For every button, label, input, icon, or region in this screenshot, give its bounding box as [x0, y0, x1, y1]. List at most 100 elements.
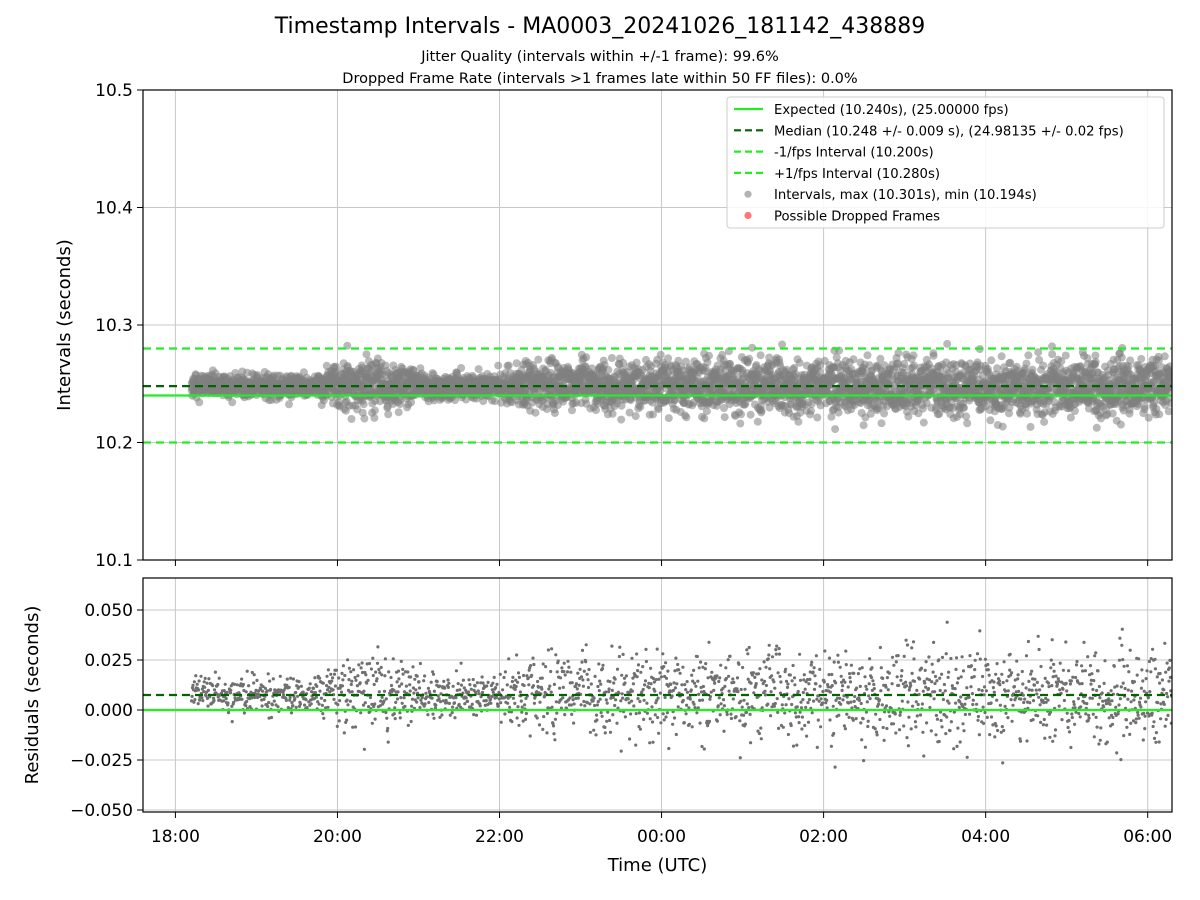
residual-point — [413, 677, 417, 681]
residual-point — [291, 677, 295, 681]
residual-point — [508, 705, 512, 709]
interval-point — [741, 399, 750, 408]
interval-point — [1040, 417, 1049, 426]
residual-point — [393, 717, 397, 721]
residual-point — [325, 674, 329, 678]
interval-point — [407, 398, 416, 407]
residual-point — [491, 690, 495, 694]
residual-point — [417, 686, 422, 690]
residual-point — [317, 702, 321, 706]
residual-point — [424, 691, 428, 695]
residual-point — [353, 675, 357, 680]
residual-point — [252, 681, 256, 685]
residual-point — [342, 731, 346, 735]
interval-point — [604, 365, 613, 374]
residual-point — [320, 703, 324, 708]
residual-point — [315, 684, 319, 689]
interval-point — [494, 361, 503, 370]
interval-point — [582, 353, 591, 362]
residual-point — [510, 720, 514, 724]
residual-point — [352, 668, 356, 672]
residual-point — [222, 699, 226, 703]
residual-point — [211, 684, 215, 688]
residual-point — [203, 685, 207, 689]
residual-point — [458, 688, 462, 692]
residual-point — [376, 645, 380, 649]
residual-point — [447, 701, 451, 706]
residual-point — [453, 716, 457, 720]
interval-point — [997, 352, 1006, 361]
interval-point — [1160, 352, 1169, 361]
interval-point — [1026, 422, 1035, 431]
residual-point — [294, 705, 298, 710]
residual-point — [373, 717, 377, 721]
residual-point — [213, 670, 217, 674]
interval-point — [370, 406, 379, 415]
residual-point — [430, 696, 434, 700]
residual-point — [416, 696, 420, 700]
residual-point — [341, 664, 345, 668]
interval-point — [592, 406, 600, 415]
residual-point — [531, 656, 535, 660]
interval-point — [1022, 359, 1031, 368]
residual-point — [511, 696, 515, 700]
residual-point — [252, 673, 256, 677]
residual-point — [338, 699, 342, 703]
residual-point — [516, 680, 520, 684]
residual-point — [484, 699, 488, 703]
residual-point — [389, 683, 394, 688]
interval-point — [1092, 423, 1101, 432]
residual-point — [498, 672, 502, 676]
interval-point — [654, 405, 663, 414]
residual-point — [532, 701, 537, 705]
residual-point — [471, 677, 475, 682]
residual-point — [467, 678, 471, 682]
interval-point — [794, 417, 803, 426]
interval-point — [778, 340, 787, 349]
residual-point — [440, 713, 444, 717]
residual-point — [288, 695, 292, 700]
residual-point — [340, 671, 344, 676]
residual-point — [197, 688, 201, 692]
residual-point — [245, 699, 249, 704]
residual-point — [386, 726, 390, 731]
residual-point — [531, 684, 536, 688]
residual-point — [438, 684, 442, 688]
residual-point — [536, 679, 540, 684]
interval-point — [1140, 402, 1149, 411]
residual-point — [322, 716, 326, 720]
interval-point — [935, 410, 944, 418]
residual-point — [337, 719, 341, 723]
residual-point — [304, 698, 308, 702]
residual-point — [486, 680, 490, 685]
residual-point — [351, 725, 355, 729]
residual-point — [523, 703, 527, 707]
residual-point — [379, 665, 383, 670]
interval-point — [370, 413, 379, 422]
residual-point — [529, 664, 533, 668]
interval-point — [859, 421, 868, 430]
residual-point — [348, 699, 352, 703]
residual-point — [386, 740, 390, 744]
interval-point — [720, 404, 728, 412]
residual-point — [494, 686, 498, 690]
residual-point — [216, 682, 220, 687]
interval-point — [617, 415, 626, 424]
interval-point — [1091, 357, 1100, 366]
residual-point — [447, 681, 451, 685]
residual-point — [260, 704, 264, 708]
residual-point — [375, 677, 379, 681]
interval-point — [607, 354, 616, 362]
residual-point — [469, 687, 473, 691]
residual-point — [233, 682, 237, 687]
residual-point — [395, 680, 399, 684]
residual-point — [195, 682, 199, 686]
residual-point — [380, 695, 384, 700]
residual-point — [217, 676, 221, 680]
residual-point — [200, 696, 204, 700]
interval-point — [656, 350, 665, 359]
residual-point — [528, 734, 532, 738]
interval-point — [1144, 413, 1153, 422]
residual-point — [475, 681, 479, 685]
residual-point — [340, 684, 344, 688]
